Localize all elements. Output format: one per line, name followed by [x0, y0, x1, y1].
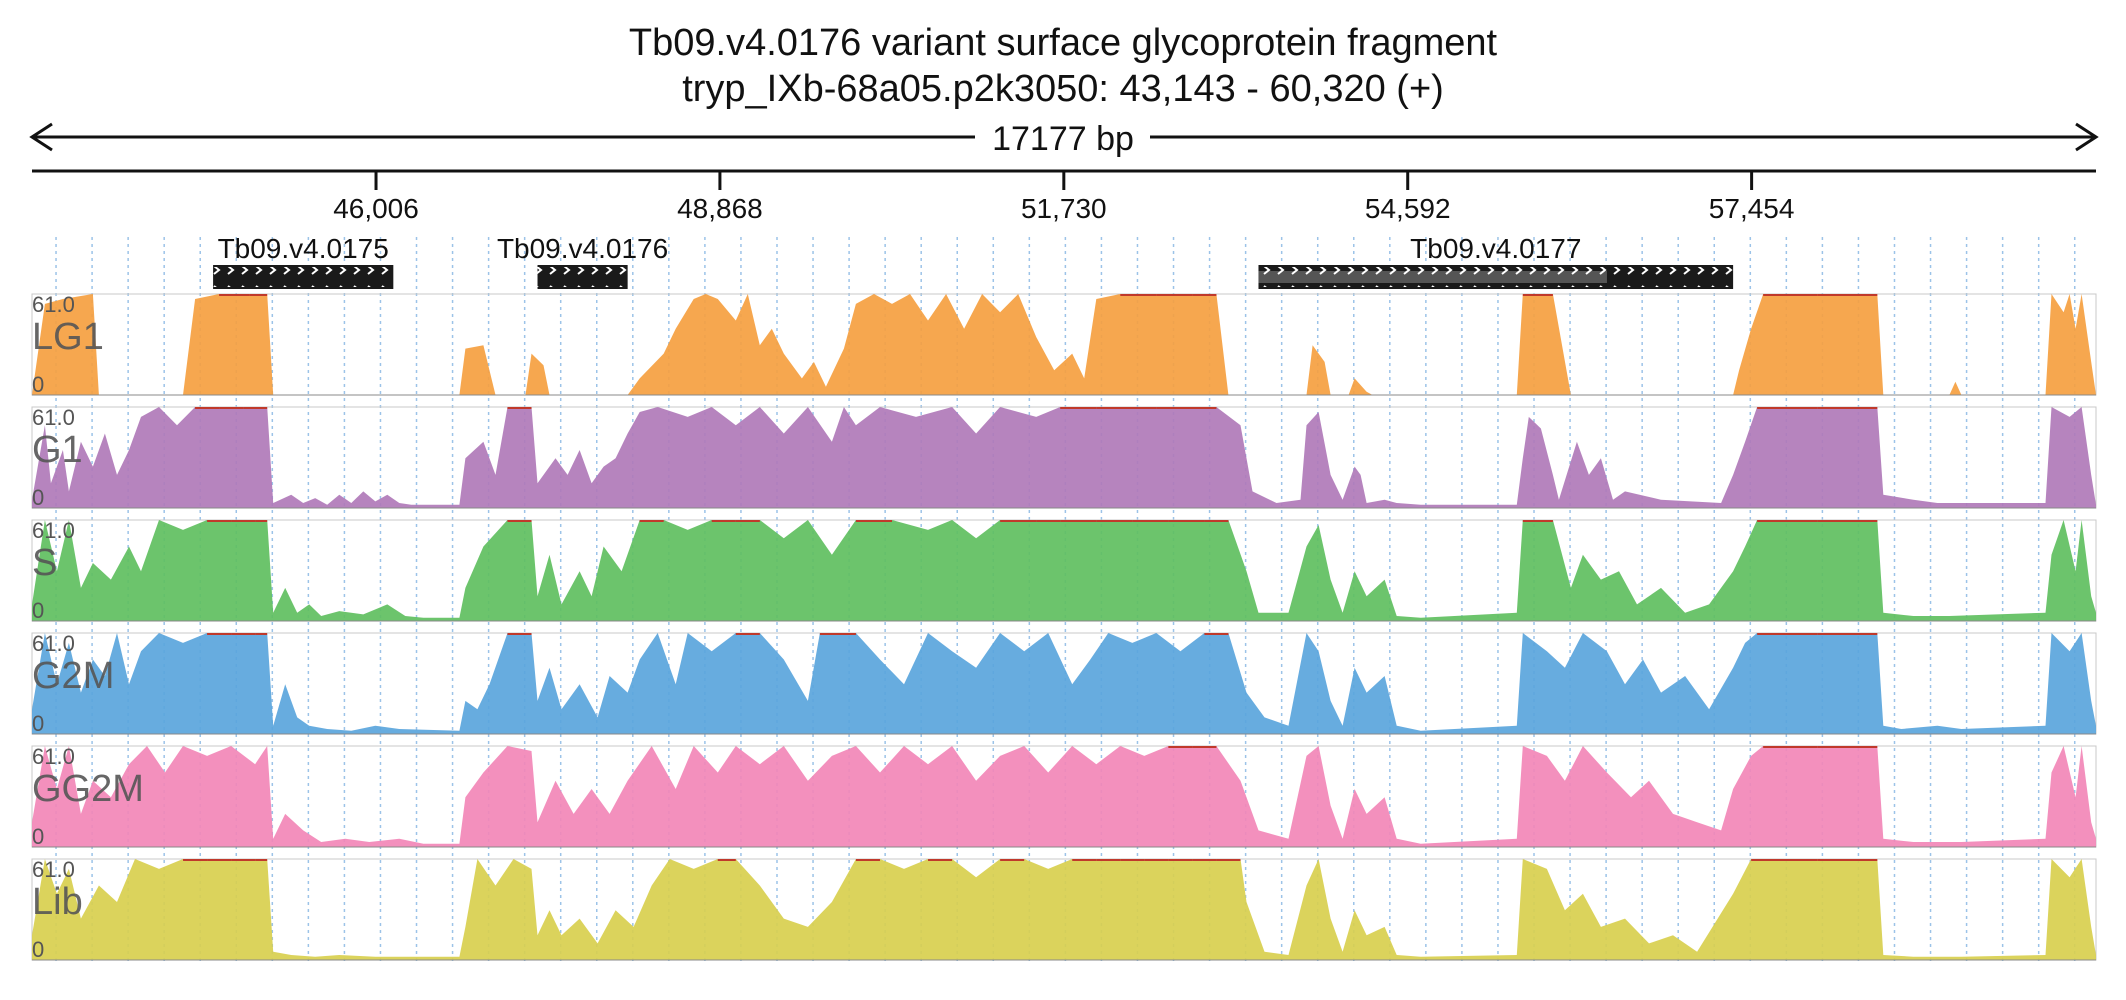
scale-tick-label: 46,006 [333, 193, 419, 224]
span-arrowhead-left [29, 122, 53, 152]
gene-Tb09.v4.0175: Tb09.v4.0175 [213, 233, 394, 289]
y-max-label: 61.0 [32, 405, 75, 430]
y-min-label: 0 [32, 485, 44, 510]
coverage-area [32, 746, 2096, 847]
coverage-area [32, 520, 2096, 621]
gene-label: Tb09.v4.0175 [218, 233, 389, 264]
coverage-area [32, 407, 2096, 508]
y-max-label: 61.0 [32, 292, 75, 317]
y-min-label: 0 [32, 598, 44, 623]
gene-label: Tb09.v4.0177 [1410, 233, 1581, 264]
coverage-tracks: 61.00LG161.00G161.00S61.00G2M61.00GG2M61… [31, 292, 2097, 962]
span-arrowhead-right [2075, 122, 2099, 152]
y-max-label: 61.0 [32, 518, 75, 543]
track-name: S [32, 542, 57, 584]
track-G1: 61.0 0 G1 [31, 405, 2097, 510]
gene-strand-arrows [1258, 267, 1734, 287]
scale-tick-label: 57,454 [1709, 193, 1795, 224]
track-name: G2M [32, 655, 114, 697]
y-max-label: 61.0 [32, 744, 75, 769]
gene-track: Tb09.v4.0175 Tb09.v4.0176 Tb09.v4.0177 [213, 233, 1734, 289]
coverage-area [32, 859, 2096, 960]
track-G2M: 61.0 0 G2M [31, 631, 2097, 736]
y-min-label: 0 [32, 711, 44, 736]
track-GG2M: 61.0 0 GG2M [31, 744, 2097, 849]
y-min-label: 0 [32, 372, 44, 397]
y-max-label: 61.0 [32, 631, 75, 656]
scale-ticks: 46,006 48,868 51,730 54,592 57,454 [333, 171, 1794, 224]
coverage-area [32, 633, 2096, 734]
track-LG1: 61.0 0 LG1 [31, 292, 2097, 397]
span-label: 17177 bp [992, 120, 1134, 158]
chart-title: Tb09.v4.0176 variant surface glycoprotei… [628, 22, 1498, 64]
coverage-area [32, 294, 2096, 395]
track-name: G1 [32, 429, 83, 471]
gene-label: Tb09.v4.0176 [497, 233, 668, 264]
span-indicator: 17177 bp [29, 120, 2099, 158]
scale-tick-label: 54,592 [1365, 193, 1451, 224]
track-name: LG1 [32, 316, 104, 358]
gene-Tb09.v4.0176: Tb09.v4.0176 [497, 233, 668, 289]
y-min-label: 0 [32, 824, 44, 849]
gene-strand-arrows [537, 267, 628, 287]
scale-tick-label: 48,868 [677, 193, 763, 224]
track-S: 61.0 0 S [31, 518, 2097, 623]
scale-tick-label: 51,730 [1021, 193, 1107, 224]
track-name: Lib [32, 881, 83, 923]
track-Lib: 61.0 0 Lib [31, 857, 2097, 962]
gene-strand-arrows [213, 267, 394, 287]
track-name: GG2M [32, 768, 144, 810]
y-min-label: 0 [32, 937, 44, 962]
gene-Tb09.v4.0177: Tb09.v4.0177 [1258, 233, 1734, 289]
chart-subtitle: tryp_IXb-68a05.p2k3050: 43,143 - 60,320 … [682, 68, 1444, 110]
y-max-label: 61.0 [32, 857, 75, 882]
